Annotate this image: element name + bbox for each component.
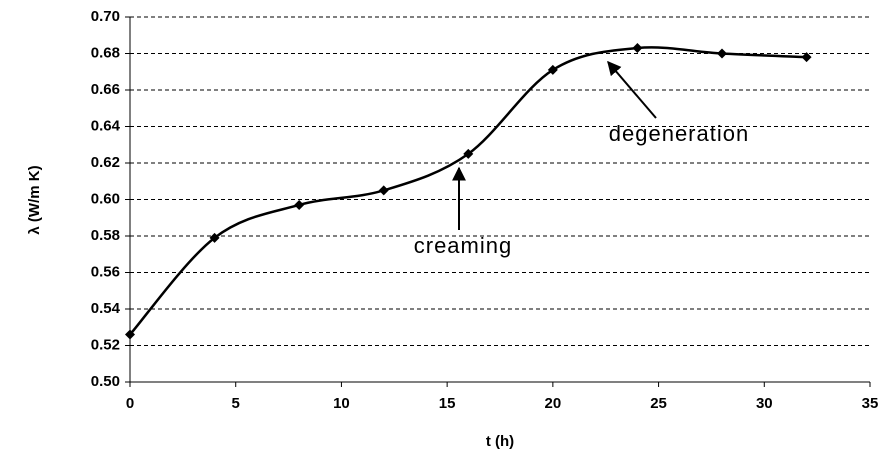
y-tick-label: 0.60 [91,190,120,207]
x-tick-label: 0 [126,395,134,412]
marker [209,232,220,243]
y-tick-label: 0.56 [91,263,120,280]
y-tick-label: 0.50 [91,373,120,390]
x-tick-label: 25 [650,395,667,412]
x-axis-label: t (h) [486,433,514,450]
y-tick-label: 0.70 [91,8,120,25]
y-tick-label: 0.66 [91,81,120,98]
marker [801,52,812,63]
marker [294,199,305,210]
x-tick-label: 20 [545,395,562,412]
y-tick-label: 0.58 [91,227,120,244]
marker [632,43,643,54]
x-tick-label: 35 [862,395,879,412]
annotation: creaming [414,233,512,258]
x-tick-label: 10 [333,395,350,412]
marker [125,329,135,340]
arrow [607,60,657,119]
marker [463,148,474,159]
x-tick-label: 5 [232,395,240,412]
y-tick-label: 0.52 [91,336,120,353]
x-tick-label: 30 [756,395,773,412]
y-tick-label: 0.54 [91,300,121,317]
annotation: degeneration [609,121,749,146]
y-tick-label: 0.68 [91,44,120,61]
y-tick-label: 0.64 [91,117,121,134]
y-axis-label: λ (W/m K) [26,165,43,234]
marker [378,185,389,196]
marker [547,64,558,75]
marker [717,48,727,59]
x-tick-label: 15 [439,395,456,412]
y-tick-label: 0.62 [91,154,120,171]
